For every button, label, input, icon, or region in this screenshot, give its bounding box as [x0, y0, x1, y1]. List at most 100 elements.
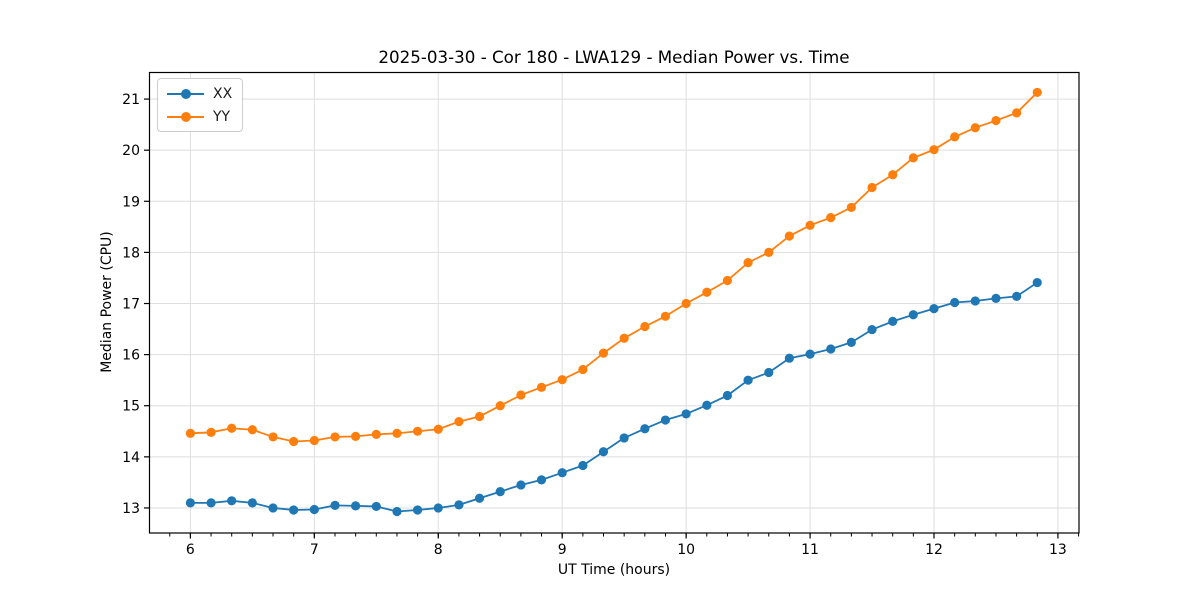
data-point-xx [392, 506, 402, 517]
data-point-yy [247, 425, 257, 435]
data-point-yy [557, 375, 567, 385]
data-point-yy [640, 321, 650, 332]
x-tick-label: 9 [558, 542, 567, 558]
data-point-xx [536, 475, 547, 485]
y-tick-label: 20 [122, 143, 140, 159]
data-point-yy [970, 123, 980, 133]
data-point-xx [268, 503, 278, 513]
x-tick-label: 13 [1049, 542, 1067, 558]
data-point-xx [227, 496, 237, 506]
legend-line-marker-xx-icon [167, 88, 204, 99]
x-tick-label: 10 [677, 542, 695, 558]
data-point-yy [950, 132, 960, 142]
data-point-yy [598, 348, 609, 358]
data-point-xx [598, 447, 609, 457]
data-point-xx [412, 505, 423, 515]
legend-entry-yy: YY [167, 107, 232, 126]
data-point-yy [206, 427, 216, 437]
data-point-yy [888, 170, 898, 180]
data-point-xx [474, 493, 485, 503]
data-point-xx [681, 409, 691, 419]
legend-label-xx: XX [213, 85, 233, 102]
legend-line-marker-yy-icon [167, 111, 204, 122]
data-point-xx [516, 480, 526, 490]
data-point-yy [846, 202, 856, 213]
data-point-yy [1032, 87, 1042, 98]
data-point-yy [722, 275, 733, 286]
legend-label-yy: YY [213, 108, 231, 125]
data-point-xx [640, 424, 650, 434]
data-point-xx [557, 468, 567, 478]
plot-border [148, 71, 1080, 534]
y-tick-label: 19 [122, 194, 140, 210]
y-tick-label: 18 [122, 245, 140, 261]
data-point-xx [289, 505, 299, 515]
data-point-yy [805, 220, 815, 230]
y-tick-label: 15 [122, 399, 140, 415]
legend: XX YY [157, 78, 244, 132]
y-tick-label: 14 [122, 450, 140, 466]
data-point-yy [702, 287, 712, 297]
data-point-yy [1012, 108, 1022, 118]
data-point-xx [578, 460, 588, 471]
data-point-yy [268, 432, 278, 442]
data-point-xx [743, 375, 753, 385]
series-line-yy [189, 91, 1039, 443]
data-point-xx [991, 293, 1001, 304]
data-point-yy [309, 435, 319, 446]
y-axis-label: Median Power (CPU) [99, 231, 115, 373]
data-point-yy [764, 247, 774, 258]
x-tick-label: 6 [186, 542, 195, 558]
data-point-yy [578, 364, 588, 375]
data-point-yy [474, 411, 485, 422]
data-point-xx [826, 344, 836, 354]
data-point-yy [227, 423, 237, 433]
data-point-xx [888, 316, 898, 327]
data-point-yy [392, 428, 402, 438]
data-point-xx [619, 433, 629, 443]
data-point-xx [929, 304, 939, 314]
data-point-yy [536, 382, 547, 392]
data-point-xx [660, 415, 671, 425]
data-point-yy [660, 311, 671, 321]
data-point-xx [1012, 291, 1022, 301]
data-point-yy [351, 431, 361, 442]
legend-entry-xx: XX [167, 84, 232, 103]
data-point-xx [206, 498, 216, 508]
data-point-yy [784, 231, 794, 241]
data-point-xx [1032, 277, 1042, 288]
data-point-xx [867, 324, 877, 335]
data-point-xx [950, 297, 960, 308]
data-point-xx [330, 500, 340, 511]
y-tick-label: 13 [122, 501, 140, 517]
data-point-xx [722, 390, 733, 401]
data-point-xx [495, 487, 505, 497]
data-point-yy [681, 298, 691, 309]
data-point-yy [929, 145, 939, 155]
data-point-xx [247, 498, 257, 508]
data-point-yy [371, 429, 381, 439]
data-point-yy [619, 333, 629, 343]
data-point-xx [371, 501, 381, 512]
data-point-yy [908, 153, 918, 163]
data-point-xx [970, 296, 980, 306]
x-tick-label: 7 [310, 542, 319, 558]
data-point-yy [991, 115, 1001, 126]
y-tick-label: 16 [122, 348, 140, 364]
data-point-xx [805, 349, 815, 359]
data-point-xx [702, 400, 712, 410]
data-point-yy [516, 390, 526, 400]
x-tick-label: 12 [925, 542, 943, 558]
data-point-xx [908, 310, 918, 320]
data-point-yy [867, 182, 877, 193]
data-point-xx [185, 498, 195, 508]
y-tick-label: 21 [122, 92, 140, 108]
data-point-xx [351, 501, 361, 511]
data-point-xx [454, 500, 464, 510]
x-tick-label: 8 [434, 542, 443, 558]
data-point-yy [412, 426, 423, 436]
data-point-xx [309, 504, 319, 515]
x-axis-label: UT Time (hours) [557, 562, 671, 578]
